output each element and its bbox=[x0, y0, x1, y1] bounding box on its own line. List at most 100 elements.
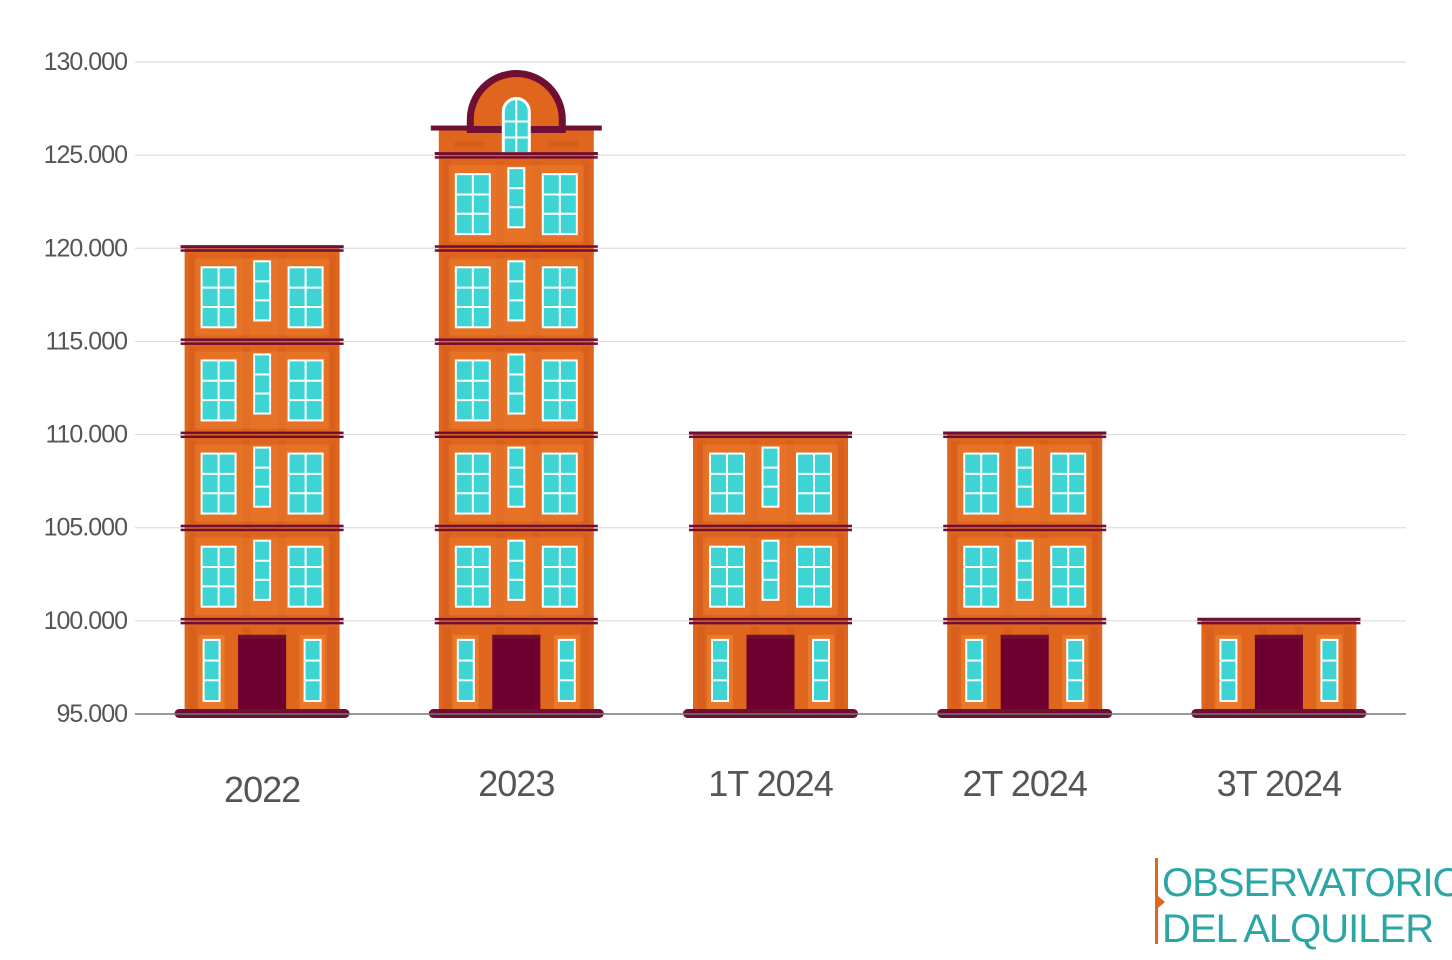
floor-ledge bbox=[943, 617, 1107, 621]
window-glass bbox=[559, 640, 574, 700]
pilaster bbox=[581, 440, 590, 524]
door bbox=[1000, 634, 1049, 714]
floor-ledge bbox=[689, 621, 852, 625]
x-tick-label: 3T 2024 bbox=[1217, 763, 1341, 804]
y-tick-label: 100.000 bbox=[44, 607, 127, 635]
floor-ledge bbox=[180, 338, 344, 341]
bar-2t-2024 bbox=[937, 431, 1113, 718]
x-tick-label: 2T 2024 bbox=[962, 763, 1086, 804]
y-tick-label: 95.000 bbox=[57, 700, 128, 728]
pilaster bbox=[442, 440, 451, 524]
x-tick-label: 1T 2024 bbox=[708, 763, 832, 804]
window-glass bbox=[509, 262, 524, 320]
door-lintel bbox=[1254, 634, 1303, 639]
floor-ledge bbox=[434, 342, 598, 345]
pilaster bbox=[327, 440, 336, 524]
door-lintel bbox=[1000, 634, 1049, 639]
pilaster bbox=[1205, 626, 1214, 710]
logo: OBSERVATORIO DEL ALQUILER bbox=[1155, 858, 1452, 951]
window-glass bbox=[509, 355, 524, 413]
floor-ledge bbox=[1197, 621, 1361, 625]
floor-ledge bbox=[943, 524, 1107, 528]
x-tick-label: 2023 bbox=[478, 763, 554, 804]
floor-ledge bbox=[180, 528, 344, 532]
window-glass bbox=[255, 448, 270, 506]
floor-ledge bbox=[943, 621, 1107, 625]
window-glass bbox=[255, 355, 270, 413]
roof-cornice bbox=[689, 431, 852, 435]
bar-3t-2024 bbox=[1191, 617, 1367, 718]
building-bars bbox=[174, 70, 1367, 718]
pilaster bbox=[442, 626, 451, 710]
pilaster bbox=[1090, 626, 1099, 710]
pilaster bbox=[581, 347, 590, 431]
attic-panel bbox=[547, 141, 578, 148]
building-body bbox=[438, 155, 594, 715]
floor-ledge bbox=[434, 621, 598, 625]
window-glass bbox=[1017, 448, 1032, 506]
door-lintel bbox=[238, 634, 287, 639]
pilaster bbox=[1090, 440, 1099, 524]
floor-ledge bbox=[434, 435, 598, 439]
door bbox=[746, 634, 795, 714]
door-lintel bbox=[746, 634, 795, 639]
window-glass bbox=[305, 640, 320, 700]
floor-ledge bbox=[434, 617, 598, 621]
pilaster bbox=[951, 533, 960, 617]
floor-ledge bbox=[180, 431, 344, 435]
pilaster bbox=[581, 533, 590, 617]
logo-line-2: DEL ALQUILER bbox=[1162, 907, 1433, 951]
y-tick-label: 130.000 bbox=[44, 48, 127, 76]
window-glass bbox=[509, 541, 524, 599]
pilaster bbox=[836, 533, 844, 617]
y-tick-label: 105.000 bbox=[44, 514, 127, 542]
floor-ledge bbox=[689, 528, 852, 532]
logo-accent-bar bbox=[1155, 858, 1158, 944]
roof-cornice bbox=[943, 431, 1107, 435]
pilaster bbox=[188, 533, 197, 617]
pilaster bbox=[836, 626, 844, 710]
attic-panel bbox=[454, 141, 485, 148]
window-glass bbox=[204, 640, 219, 700]
pilaster bbox=[581, 626, 590, 710]
pilaster bbox=[327, 626, 336, 710]
window-glass bbox=[763, 541, 778, 599]
pilaster bbox=[581, 254, 590, 338]
window-glass bbox=[1017, 541, 1032, 599]
y-tick-label: 125.000 bbox=[44, 141, 127, 169]
window-glass bbox=[509, 169, 524, 227]
pilaster bbox=[442, 161, 451, 245]
floor-ledge bbox=[434, 245, 598, 248]
logo-line-1: OBSERVATORIO bbox=[1162, 861, 1452, 905]
floor-ledge bbox=[434, 249, 598, 252]
pilaster bbox=[1344, 626, 1353, 710]
roof-cornice bbox=[180, 245, 344, 249]
pilaster bbox=[951, 440, 960, 524]
pilaster bbox=[188, 347, 197, 431]
window-glass bbox=[1068, 640, 1083, 700]
door bbox=[492, 634, 541, 714]
floor-ledge bbox=[434, 156, 598, 159]
floor-ledge bbox=[689, 524, 852, 528]
floor-ledge bbox=[943, 528, 1107, 532]
floor-ledge bbox=[943, 435, 1107, 439]
floor-ledge bbox=[180, 249, 344, 252]
y-tick-label: 120.000 bbox=[44, 234, 127, 262]
x-axis-ticks: 2022 2023 1T 2024 2T 2024 3T 2024 bbox=[224, 763, 1342, 810]
pilaster bbox=[951, 626, 960, 710]
floor-ledge bbox=[180, 524, 344, 528]
pilaster bbox=[327, 347, 336, 431]
floor-ledge bbox=[434, 338, 598, 341]
window-glass bbox=[713, 640, 727, 700]
floor-ledge bbox=[180, 617, 344, 621]
pilaster bbox=[836, 440, 844, 524]
pilaster bbox=[188, 440, 197, 524]
roof-cornice bbox=[1197, 617, 1361, 621]
pilaster bbox=[697, 440, 705, 524]
pilaster bbox=[442, 347, 451, 431]
door bbox=[238, 634, 287, 714]
window-glass bbox=[255, 262, 270, 320]
logo-accent-arrow bbox=[1158, 896, 1165, 908]
door-lintel bbox=[492, 634, 541, 639]
